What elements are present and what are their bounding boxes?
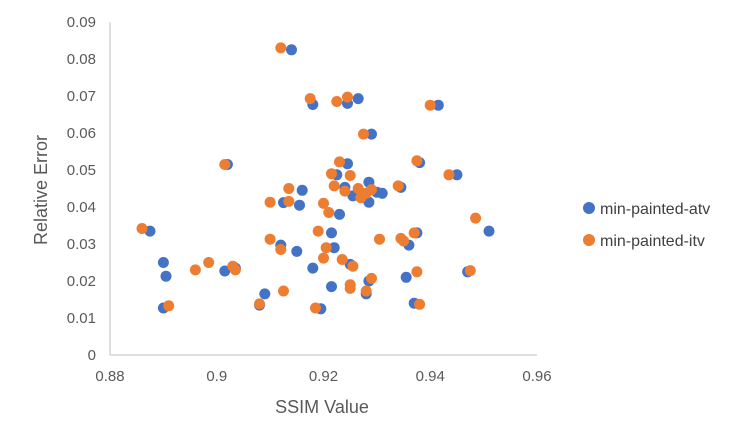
data-point xyxy=(296,184,308,196)
data-point xyxy=(294,199,305,211)
data-point xyxy=(326,168,337,180)
data-point xyxy=(254,298,265,310)
data-point xyxy=(374,233,385,245)
x-axis-title: SSIM Value xyxy=(275,397,369,417)
x-tick-label: 0.96 xyxy=(522,368,551,385)
y-tick-label: 0.04 xyxy=(67,199,96,216)
data-point xyxy=(451,169,463,181)
data-point xyxy=(358,128,369,140)
data-point xyxy=(291,245,303,257)
data-point xyxy=(264,196,276,208)
legend-label-atv: min-painted-atv xyxy=(600,201,710,218)
series-min-painted-itv xyxy=(136,42,482,314)
data-point xyxy=(342,91,353,103)
data-point xyxy=(320,242,332,254)
y-tick-label: 0.09 xyxy=(67,14,96,31)
data-point xyxy=(331,96,343,107)
legend: min-painted-atv min-painted-itv xyxy=(583,201,710,250)
data-point xyxy=(366,128,377,140)
x-tick-label: 0.92 xyxy=(309,368,338,385)
data-point xyxy=(275,42,287,54)
data-point xyxy=(411,155,423,167)
data-point xyxy=(278,285,289,297)
data-point xyxy=(160,270,172,282)
data-point xyxy=(157,257,169,268)
legend-entry-atv: min-painted-atv xyxy=(583,201,710,218)
data-point xyxy=(470,212,482,224)
x-tick-labels: 0.88 0.9 0.92 0.94 0.96 xyxy=(95,368,551,385)
data-point xyxy=(424,99,436,111)
data-point xyxy=(307,262,319,274)
y-tick-label: 0.03 xyxy=(67,236,96,253)
data-point xyxy=(339,185,351,197)
legend-marker-atv xyxy=(583,202,595,214)
data-point xyxy=(408,227,420,239)
data-point xyxy=(344,170,356,181)
data-point xyxy=(275,244,287,255)
y-tick-label: 0.08 xyxy=(67,51,96,68)
data-point xyxy=(318,197,329,209)
legend-marker-itv xyxy=(583,234,595,246)
data-point xyxy=(366,272,377,284)
data-point xyxy=(347,260,359,272)
data-point xyxy=(392,180,404,192)
data-point xyxy=(360,285,372,297)
data-point xyxy=(259,288,271,300)
data-point xyxy=(203,257,215,268)
data-point xyxy=(326,227,337,239)
data-point xyxy=(336,254,348,265)
y-tick-label: 0.05 xyxy=(67,162,96,179)
data-point xyxy=(229,264,241,276)
data-point xyxy=(443,169,455,181)
data-point xyxy=(352,183,364,194)
data-point xyxy=(414,298,426,310)
data-point xyxy=(163,300,175,312)
data-point xyxy=(400,271,412,283)
data-point xyxy=(304,93,316,105)
data-point xyxy=(398,235,410,247)
data-point xyxy=(283,183,295,194)
data-point xyxy=(136,223,148,234)
data-point xyxy=(344,282,356,294)
data-points xyxy=(136,42,495,315)
data-point xyxy=(326,281,337,293)
y-tick-label: 0 xyxy=(88,347,96,364)
data-point xyxy=(328,242,340,254)
data-point xyxy=(310,302,321,314)
y-tick-label: 0.06 xyxy=(67,125,96,142)
y-tick-label: 0.01 xyxy=(67,310,96,327)
legend-label-itv: min-painted-itv xyxy=(600,233,705,250)
y-tick-label: 0.07 xyxy=(67,88,96,105)
data-point xyxy=(363,196,375,208)
x-tick-label: 0.88 xyxy=(95,368,124,385)
data-point xyxy=(366,184,377,196)
legend-entry-itv: min-painted-itv xyxy=(583,233,705,250)
x-tick-label: 0.94 xyxy=(416,368,445,385)
data-point xyxy=(376,187,388,199)
data-point xyxy=(323,207,335,218)
data-point xyxy=(286,44,297,56)
data-point xyxy=(464,265,476,277)
data-point xyxy=(219,265,231,277)
y-axis-title: Relative Error xyxy=(31,135,51,245)
data-point xyxy=(283,195,295,207)
data-point xyxy=(411,266,423,278)
data-point xyxy=(352,93,364,105)
data-point xyxy=(334,156,345,168)
data-point xyxy=(483,225,495,237)
data-point xyxy=(189,264,201,276)
data-point xyxy=(328,180,340,192)
x-tick-label: 0.9 xyxy=(206,368,227,385)
y-tick-label: 0.02 xyxy=(67,273,96,290)
data-point xyxy=(334,208,345,220)
data-point xyxy=(264,233,276,245)
axes xyxy=(109,22,537,356)
y-tick-labels: 0 0.01 0.02 0.03 0.04 0.05 0.06 0.07 0.08 0.09 xyxy=(67,14,96,364)
data-point xyxy=(318,252,329,264)
data-point xyxy=(312,225,324,237)
data-point xyxy=(219,159,231,170)
data-point xyxy=(432,99,444,111)
